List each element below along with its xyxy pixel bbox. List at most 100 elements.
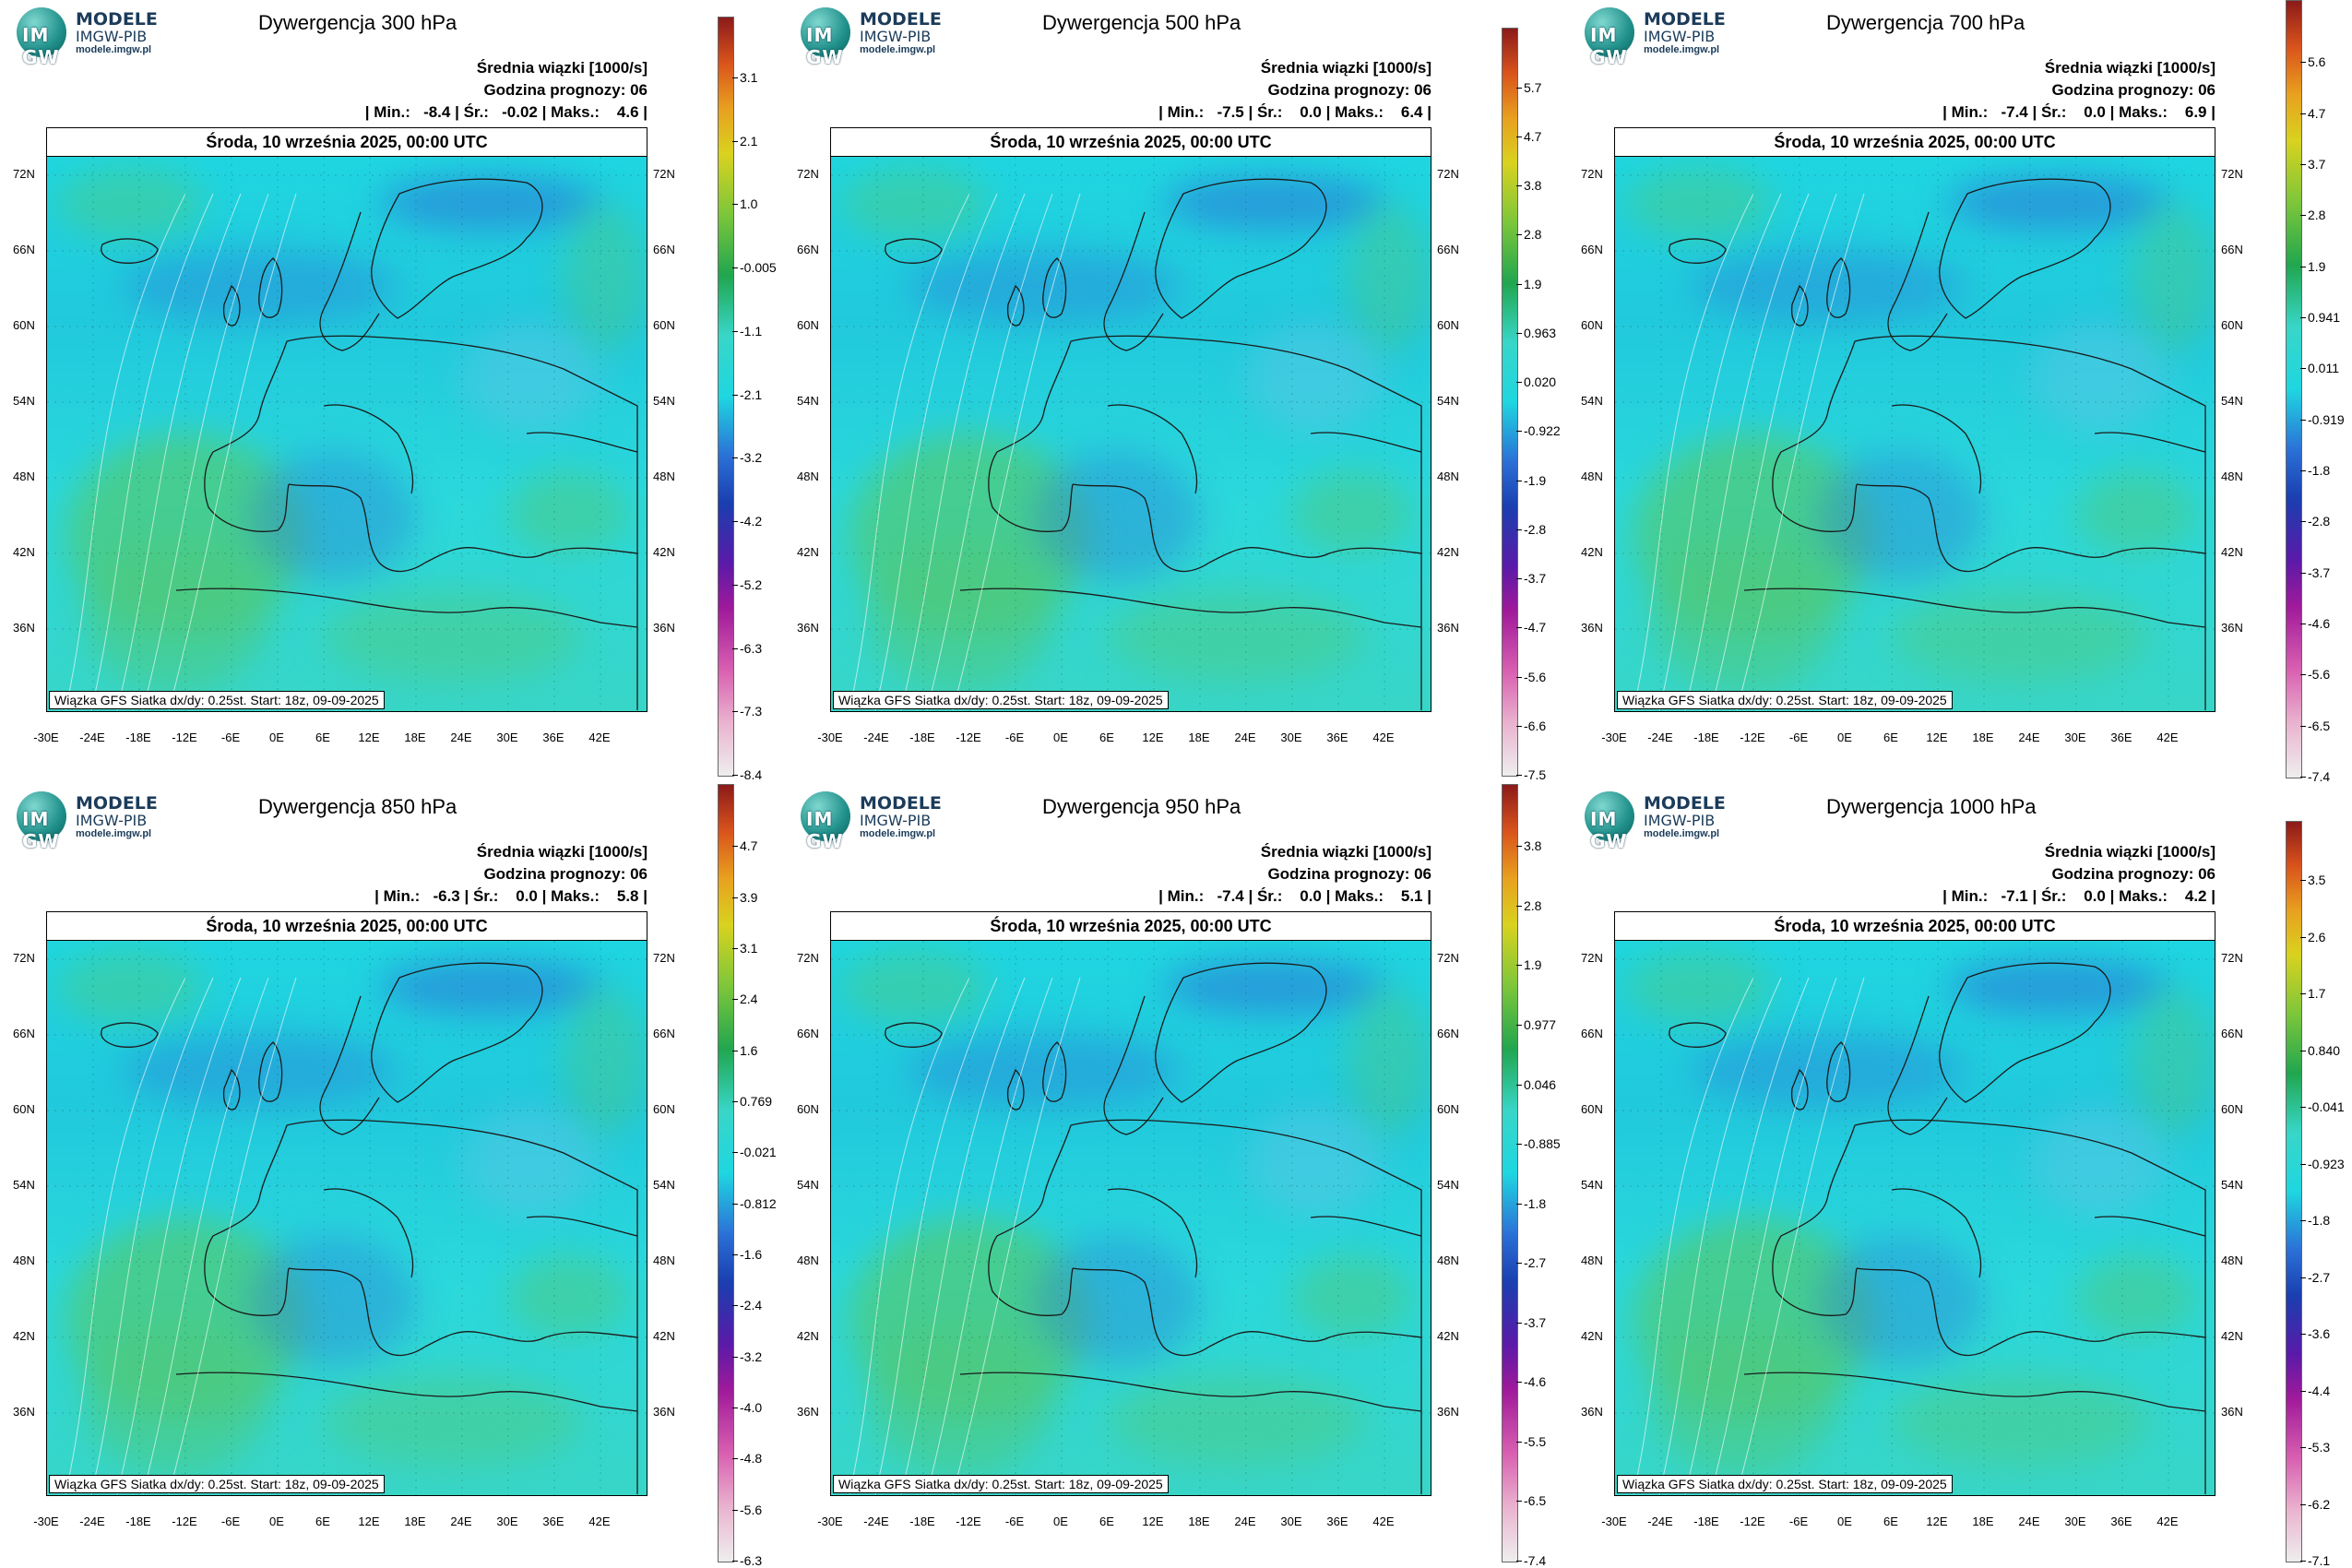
isoline [168, 193, 297, 711]
colorbar-tick [732, 948, 738, 950]
colorbar-label: -3.2 [740, 450, 763, 466]
coastline [1042, 1041, 1067, 1102]
latitude-label: 54N [13, 1178, 35, 1192]
latitude-label: 48N [653, 1253, 675, 1267]
field-texture [250, 452, 416, 581]
latitude-label: 72N [2221, 951, 2243, 965]
coastline [1826, 1041, 1851, 1102]
colorbar-tick [732, 711, 738, 713]
colorbar-label: 3.1 [740, 941, 758, 956]
longitude-label: -18E [909, 1515, 935, 1528]
colorbar-tick [2300, 317, 2306, 319]
colorbar-tick [2300, 368, 2306, 370]
latitude-label: 54N [13, 394, 35, 408]
latitude-label: 72N [1581, 951, 1603, 965]
latitude-label: 54N [653, 394, 675, 408]
longitude-label: 36E [2110, 1515, 2132, 1528]
longitude-label: 12E [1142, 731, 1164, 744]
isoline [900, 193, 1026, 711]
colorbar-label: 2.8 [2308, 208, 2326, 223]
model-source: Wiązka GFS Siatka dx/dy: 0.25st. Start: … [49, 691, 385, 709]
coastline [371, 962, 543, 1103]
field-texture [564, 203, 647, 350]
logo-disc-icon: IM GW [1585, 791, 1634, 852]
field-texture [905, 249, 1182, 323]
field-texture [84, 1328, 268, 1476]
coastline [1208, 1331, 1422, 1348]
coastline [1107, 1188, 1198, 1278]
colorbar-label: 0.840 [2308, 1042, 2341, 1058]
field-texture [1348, 987, 1431, 1134]
longitude-label: 30E [1280, 1515, 1302, 1528]
colorbar-label: -5.5 [1524, 1433, 1547, 1449]
latitude-label: 36N [797, 1405, 819, 1419]
colorbar-tick [732, 775, 738, 776]
longitude-label: -24E [863, 1515, 889, 1528]
colorbar [2286, 821, 2302, 1562]
colorbar-label: -2.7 [1524, 1255, 1547, 1271]
longitude-label: 0E [1053, 1515, 1068, 1528]
longitude-label: 6E [315, 731, 330, 744]
longitude-label: -6E [1004, 731, 1025, 744]
coastline [2094, 432, 2206, 453]
longitude-label: 30E [496, 731, 518, 744]
colorbar-tick [732, 1356, 738, 1358]
panel-title: Dywergencja 300 hPa [258, 11, 457, 34]
longitude-label: 30E [496, 1515, 518, 1528]
latitude-label: 48N [2221, 469, 2243, 483]
forecast-hour: Godzina prognozy: 06 [1267, 865, 1431, 883]
logo-disc-icon: IM GW [17, 7, 66, 68]
imgw-logo: IM GW MODELE IMGW-PIB modele.imgw.pl [801, 791, 967, 852]
field-texture [121, 1033, 398, 1107]
divergence-field: Wiązka GFS Siatka dx/dy: 0.25st. Start: … [47, 941, 647, 1495]
latitude-label: 36N [653, 621, 675, 635]
latitude-label: 36N [653, 1405, 675, 1419]
average-label: Średnia wiązki [1000/s] [476, 59, 647, 77]
colorbar-tick [2300, 521, 2306, 523]
colorbar-label: 1.9 [1524, 957, 1542, 973]
field-texture [1292, 470, 1412, 553]
divergence-field: Wiązka GFS Siatka dx/dy: 0.25st. Start: … [47, 157, 647, 711]
field-texture [56, 950, 204, 1024]
colorbar-tick [2300, 164, 2306, 166]
longitude-label: -6E [1788, 1515, 1809, 1528]
isoline [849, 977, 970, 1495]
isoline [142, 193, 269, 711]
colorbar-label: -0.812 [740, 1195, 777, 1211]
logo-disc-icon: IM GW [17, 791, 66, 852]
coastline [1669, 1022, 1727, 1048]
colorbar-tick [2300, 113, 2306, 114]
colorbar [718, 784, 734, 1562]
longitude-label: 0E [269, 1515, 284, 1528]
longitude-label: 24E [450, 1515, 472, 1528]
logo-line2: IMGW-PIB [1644, 28, 1716, 45]
colorbar-label: -6.5 [1524, 1493, 1547, 1509]
longitude-label: -30E [33, 731, 59, 744]
colorbar-label: 3.8 [1524, 838, 1542, 854]
logo-disc-text: IM GW [22, 24, 60, 68]
coastline [988, 340, 1074, 532]
colorbar-label: 0.941 [2308, 310, 2341, 326]
colorbar-tick [732, 999, 738, 1001]
colorbar-label: 4.7 [1524, 129, 1542, 145]
longitude-label: -24E [79, 731, 105, 744]
latitude-label: 48N [2221, 1253, 2243, 1267]
colorbar-tick [2300, 880, 2306, 882]
longitude-label: -24E [1647, 1515, 1673, 1528]
field-texture [1947, 175, 2168, 231]
latitude-label: 60N [1581, 1102, 1603, 1116]
colorbar-tick [1516, 1382, 1522, 1384]
colorbar-tick [2300, 1277, 2306, 1278]
latitude-label: 72N [1437, 951, 1459, 965]
field-texture [462, 1107, 600, 1218]
colorbar-tick [1516, 185, 1522, 187]
longitude-label: -30E [1601, 731, 1627, 744]
colorbar-tick [732, 204, 738, 206]
imgw-logo: IM GW MODELE IMGW-PIB modele.imgw.pl [1585, 7, 1751, 68]
colorbar-label: -3.6 [2308, 1326, 2331, 1342]
logo-line3: modele.imgw.pl [1644, 828, 1720, 839]
colorbar-label: -5.3 [2308, 1440, 2331, 1455]
isoline [116, 977, 242, 1495]
latitude-label: 60N [797, 318, 819, 332]
longitude-label: 12E [358, 1515, 380, 1528]
